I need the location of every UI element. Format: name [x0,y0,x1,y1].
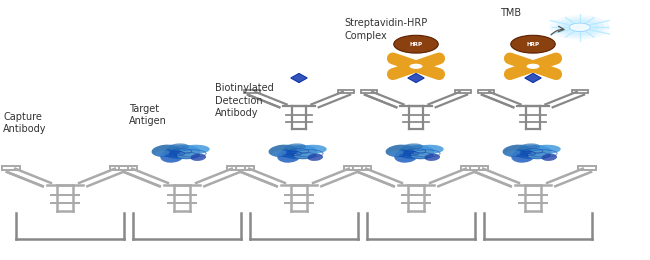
Ellipse shape [155,150,170,157]
Polygon shape [408,73,424,83]
Ellipse shape [268,145,297,157]
Ellipse shape [502,145,531,157]
Ellipse shape [164,145,200,159]
Polygon shape [525,73,541,83]
Ellipse shape [385,145,414,157]
Circle shape [394,35,438,53]
Ellipse shape [272,150,287,157]
Circle shape [566,22,593,33]
Ellipse shape [151,145,180,157]
Ellipse shape [411,150,434,159]
Ellipse shape [398,145,434,159]
Text: Target
Antigen: Target Antigen [129,104,166,126]
Circle shape [569,23,590,31]
Text: A: A [413,64,419,69]
Ellipse shape [541,154,557,161]
Ellipse shape [512,149,535,163]
Circle shape [410,64,422,69]
Ellipse shape [281,145,317,159]
Ellipse shape [531,145,561,154]
Circle shape [555,17,605,37]
Circle shape [560,20,599,35]
Ellipse shape [168,144,189,150]
Ellipse shape [190,154,206,161]
Text: A: A [530,64,536,69]
Text: Biotinylated
Detection
Antibody: Biotinylated Detection Antibody [214,83,273,118]
Ellipse shape [285,144,306,150]
Ellipse shape [297,145,327,154]
Ellipse shape [528,150,551,159]
Ellipse shape [414,145,444,154]
Ellipse shape [177,150,200,159]
Text: TMB: TMB [500,8,521,18]
Ellipse shape [180,145,210,154]
Ellipse shape [515,145,551,159]
Ellipse shape [278,149,301,163]
Ellipse shape [389,150,404,157]
Circle shape [511,35,555,53]
Text: HRP: HRP [526,42,539,47]
Ellipse shape [424,154,440,161]
Ellipse shape [506,150,521,157]
Ellipse shape [519,144,540,150]
Text: Capture
Antibody: Capture Antibody [3,112,47,134]
Polygon shape [291,73,307,83]
Ellipse shape [161,149,184,163]
Ellipse shape [294,150,317,159]
Ellipse shape [307,154,323,161]
Ellipse shape [395,149,418,163]
Circle shape [549,15,610,40]
Ellipse shape [402,144,423,150]
Circle shape [526,64,539,69]
Text: Streptavidin-HRP
Complex: Streptavidin-HRP Complex [344,18,428,41]
Text: HRP: HRP [410,42,422,47]
